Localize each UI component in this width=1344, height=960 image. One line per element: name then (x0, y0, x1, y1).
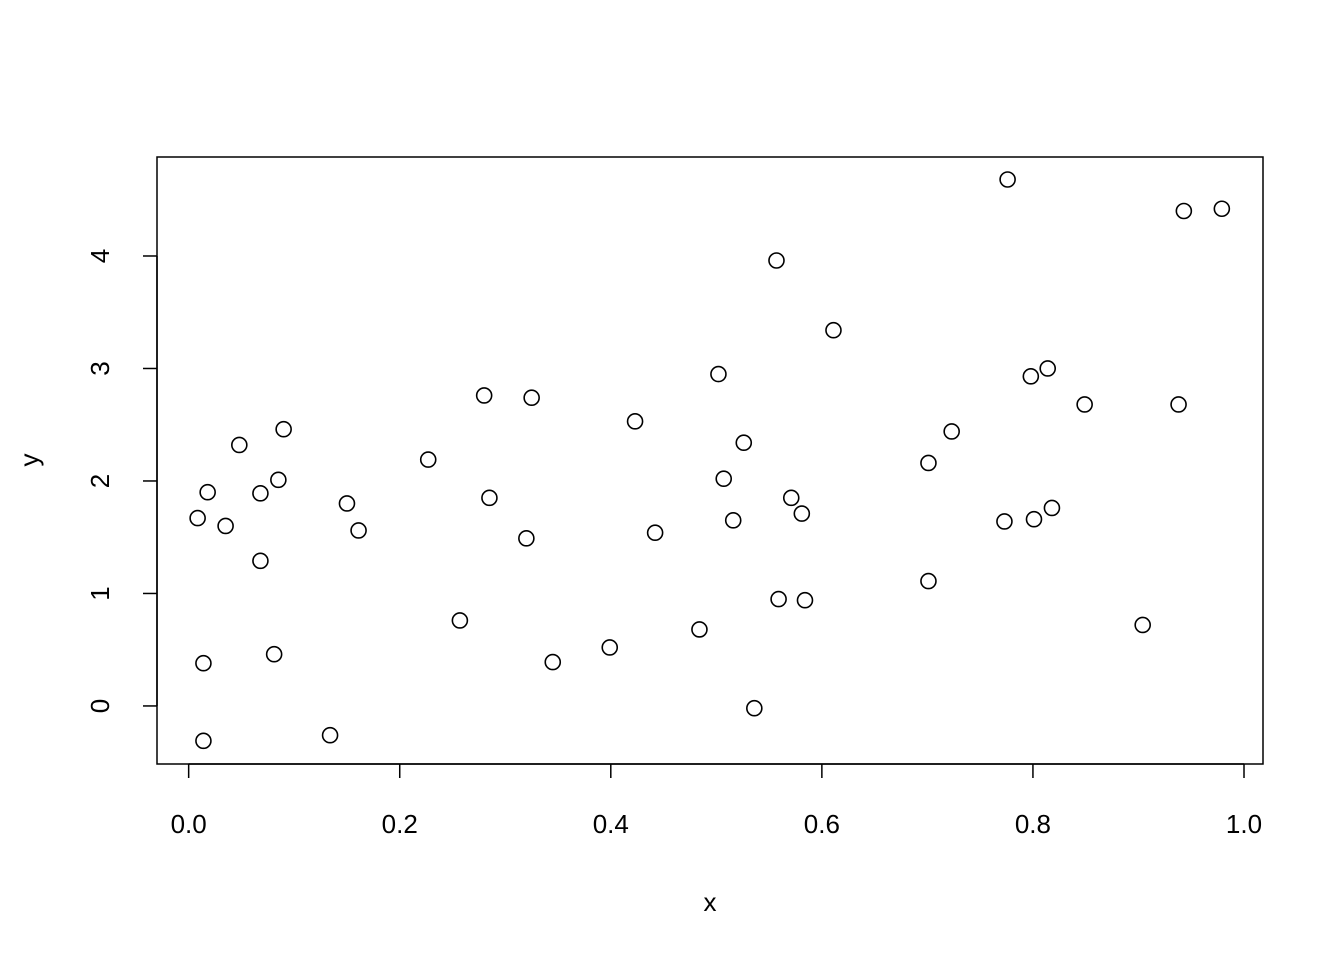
data-point (350, 522, 367, 539)
data-point (1022, 368, 1040, 385)
points (189, 171, 1231, 750)
data-point (419, 451, 437, 468)
data-point (1175, 202, 1193, 220)
data-point (338, 495, 356, 512)
data-point (199, 483, 216, 501)
data-point (724, 512, 742, 529)
data-point (252, 552, 269, 570)
x-tick-label: 0.6 (804, 809, 840, 839)
data-point (451, 612, 469, 629)
data-point (475, 387, 493, 404)
data-point (796, 591, 814, 609)
data-point (715, 470, 733, 488)
data-point (996, 513, 1013, 530)
data-point (1213, 200, 1231, 218)
data-point (601, 639, 619, 656)
data-point (768, 252, 785, 269)
data-point (782, 489, 800, 507)
data-point (195, 732, 212, 750)
data-point (481, 489, 498, 507)
data-point (1076, 396, 1093, 413)
data-point (231, 436, 248, 454)
data-point (1043, 499, 1061, 517)
x-tick-label: 1.0 (1226, 809, 1262, 839)
y-axis: 0 1 2 3 4 (85, 249, 158, 713)
x-tick-label: 0.8 (1015, 809, 1051, 839)
data-point (275, 420, 292, 438)
data-point (189, 509, 206, 527)
data-point (735, 434, 753, 452)
data-point (321, 726, 339, 744)
x-tick-label: 0.0 (171, 809, 207, 839)
data-point (1170, 396, 1187, 413)
data-point (825, 321, 842, 339)
data-point (1039, 360, 1057, 377)
data-point (746, 699, 763, 717)
data-point (710, 365, 727, 383)
y-tick-label: 4 (85, 249, 115, 263)
data-point (518, 530, 535, 547)
data-point (626, 413, 644, 430)
y-tick-label: 0 (85, 699, 115, 713)
y-tick-label: 3 (85, 361, 115, 375)
data-point (646, 524, 664, 542)
data-point (999, 171, 1016, 188)
data-point (544, 653, 562, 671)
data-point (920, 572, 937, 590)
data-point (1134, 616, 1151, 634)
x-tick-label: 0.2 (382, 809, 418, 839)
data-point (1025, 510, 1043, 528)
y-tick-label: 1 (85, 586, 115, 600)
data-point (691, 621, 708, 638)
data-point (270, 471, 287, 489)
data-point (265, 645, 283, 663)
data-point (523, 389, 540, 407)
data-point (793, 505, 811, 522)
data-point (217, 517, 234, 535)
data-point (770, 590, 787, 608)
data-point (920, 454, 937, 472)
x-axis: 0.0 0.2 0.4 0.6 0.8 1.0 (171, 763, 1262, 839)
data-point (252, 485, 269, 502)
x-axis-label: x (704, 887, 717, 917)
x-tick-label: 0.4 (593, 809, 629, 839)
data-point (195, 654, 212, 672)
data-point (943, 423, 960, 440)
y-tick-label: 2 (85, 474, 115, 488)
plot-box (156, 156, 1264, 765)
y-axis-label: y (14, 454, 44, 467)
